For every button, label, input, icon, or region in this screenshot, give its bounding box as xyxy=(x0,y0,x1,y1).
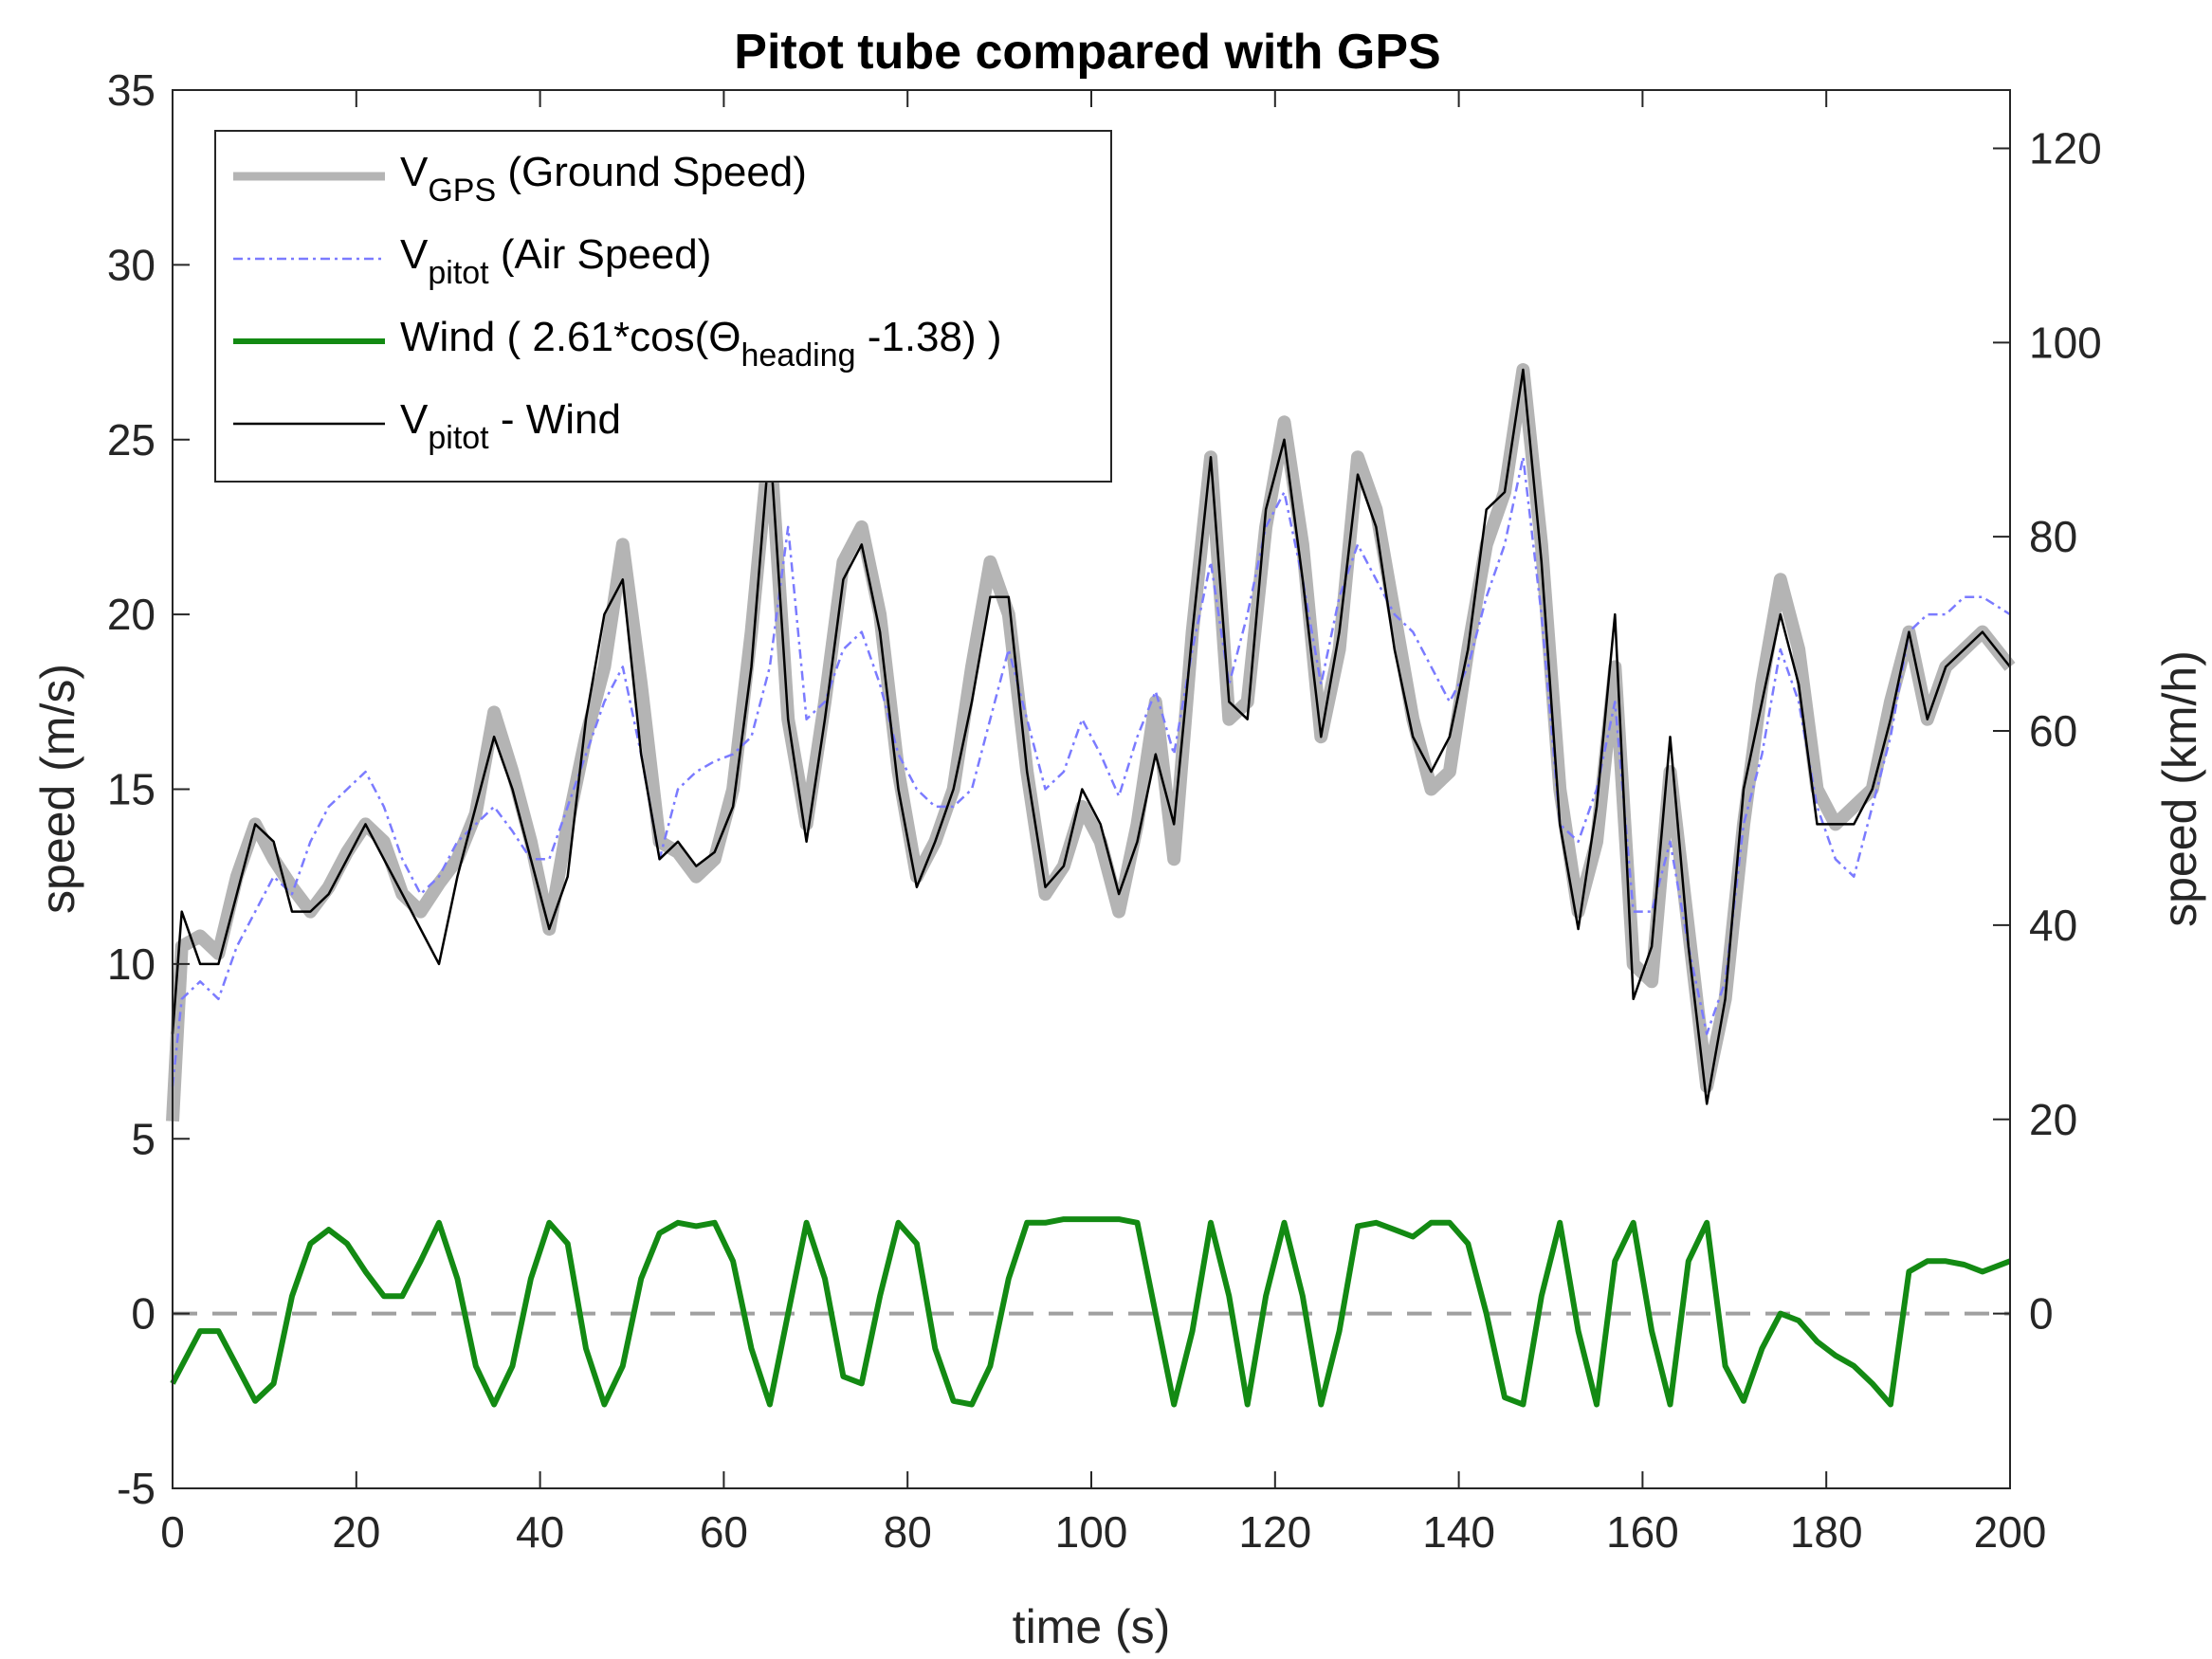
series-line-3 xyxy=(171,368,2011,1105)
x-tick-label: 80 xyxy=(884,1507,932,1557)
x-tick-label: 180 xyxy=(1790,1507,1863,1557)
chart-title: Pitot tube compared with GPS xyxy=(734,25,1440,80)
legend-label-0: VGPS (Ground Speed) xyxy=(400,149,807,209)
legend-label-subscript: GPS xyxy=(428,173,496,209)
legend-label-rest: (Ground Speed) xyxy=(496,149,807,195)
legend-label-main: V xyxy=(400,149,429,195)
legend-label-rest: - Wind xyxy=(489,396,621,443)
x-tick-label: 40 xyxy=(516,1507,564,1557)
y-tick-label: 15 xyxy=(107,765,155,814)
y2-axis-label: speed (km/h) xyxy=(2153,650,2206,927)
y-tick-label: 35 xyxy=(107,65,155,115)
legend-label-3: Vpitot - Wind xyxy=(400,396,621,456)
x-tick-label: 20 xyxy=(332,1507,380,1557)
y2-tick-label: 40 xyxy=(2029,901,2077,950)
x-tick-label: 160 xyxy=(1606,1507,1679,1557)
y-tick-label: 25 xyxy=(107,415,155,465)
legend-label-subscript: pitot xyxy=(428,420,489,456)
y2-tick-label: 60 xyxy=(2029,706,2077,756)
legend: VGPS (Ground Speed)Vpitot (Air Speed)Win… xyxy=(214,130,1112,483)
legend-label-rest: -1.38) ) xyxy=(855,314,1001,360)
x-tick-label: 120 xyxy=(1238,1507,1311,1557)
x-tick-label: 60 xyxy=(700,1507,748,1557)
x-tick-label: 200 xyxy=(1974,1507,2047,1557)
y-tick-label: 5 xyxy=(131,1114,155,1163)
y-tick-label: 30 xyxy=(107,240,155,289)
x-tick-label: 0 xyxy=(160,1507,185,1557)
x-axis: 0 20 40 60 80 100 120 140 160 180 200 xyxy=(160,90,2046,1557)
y-tick-label: 20 xyxy=(107,590,155,639)
legend-label-rest: (Air Speed) xyxy=(489,231,712,278)
x-tick-label: 100 xyxy=(1055,1507,1128,1557)
legend-label-subscript: heading xyxy=(740,337,855,374)
y2-tick-label: 0 xyxy=(2029,1289,2054,1339)
y2-tick-label: 20 xyxy=(2029,1095,2077,1144)
y2-tick-label: 80 xyxy=(2029,512,2077,561)
series-layer xyxy=(166,363,2016,1408)
legend-label-main: Wind ( 2.61*cos(Θ xyxy=(400,314,740,360)
y2-tick-label: 120 xyxy=(2029,123,2102,173)
y-tick-label: 0 xyxy=(131,1289,155,1339)
y-tick-label: 10 xyxy=(107,939,155,989)
legend-label-1: Vpitot (Air Speed) xyxy=(400,231,711,291)
y-tick-label: -5 xyxy=(117,1464,155,1513)
legend-label-main: V xyxy=(400,231,429,278)
legend-label-2: Wind ( 2.61*cos(Θheading -1.38) ) xyxy=(400,314,1002,374)
x-tick-label: 140 xyxy=(1422,1507,1495,1557)
series-line-2 xyxy=(170,1216,2012,1408)
x-axis-label: time (s) xyxy=(1013,1600,1171,1653)
y-axis-left: -5 0 5 10 15 20 25 30 35 xyxy=(107,65,190,1513)
y-axis-right: 0 20 40 60 80 100 120 xyxy=(1993,123,2102,1339)
legend-label-subscript: pitot xyxy=(428,255,489,291)
y-axis-label: speed (m/s) xyxy=(31,664,84,914)
y2-tick-label: 100 xyxy=(2029,318,2102,367)
legend-label-main: V xyxy=(400,396,429,443)
